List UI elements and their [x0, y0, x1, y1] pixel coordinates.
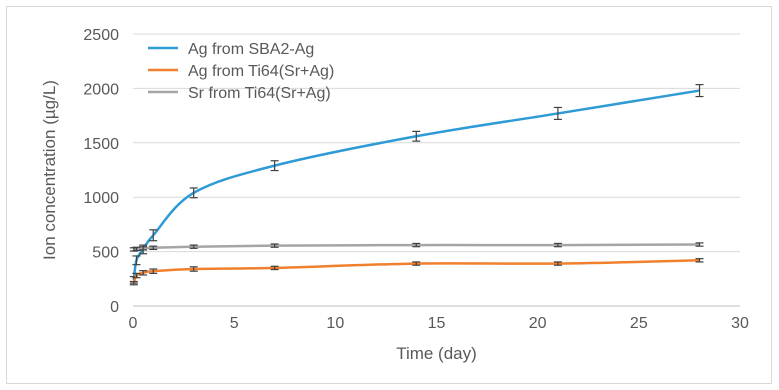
y-tick-label: 2000 — [83, 81, 119, 98]
x-tick-label: 15 — [428, 315, 446, 332]
series-line — [133, 243, 700, 251]
legend: Ag from SBA2-Ag Ag from Ti64(Sr+Ag) Sr fro… — [148, 41, 334, 102]
y-tick-label: 0 — [110, 299, 119, 316]
legend-label: Sr from Ti64(Sr+Ag) — [188, 85, 331, 102]
y-axis-title: Ion concentration (µg/L) — [40, 80, 59, 260]
x-tick-label: 10 — [326, 315, 344, 332]
axes: 0 500 1000 1500 2000 2500 0 5 10 15 20 25 30 — [83, 27, 749, 332]
chart-frame — [6, 6, 772, 384]
series-1 — [129, 258, 704, 286]
y-tick-label: 1500 — [83, 136, 119, 153]
series-2 — [129, 242, 704, 252]
series-0 — [129, 83, 704, 284]
x-tick-label: 30 — [731, 315, 749, 332]
series-layer — [129, 83, 704, 286]
legend-label: Ag from Ti64(Sr+Ag) — [188, 63, 334, 80]
x-axis-title: Time (day) — [396, 344, 477, 363]
legend-label: Ag from SBA2-Ag — [188, 41, 314, 58]
y-tick-label: 2500 — [83, 27, 119, 44]
y-tick-label: 500 — [92, 245, 119, 262]
y-tick-label: 1000 — [83, 190, 119, 207]
x-tick-label: 0 — [129, 315, 138, 332]
x-tick-label: 5 — [230, 315, 239, 332]
x-tick-label: 25 — [630, 315, 648, 332]
x-tick-label: 20 — [529, 315, 547, 332]
